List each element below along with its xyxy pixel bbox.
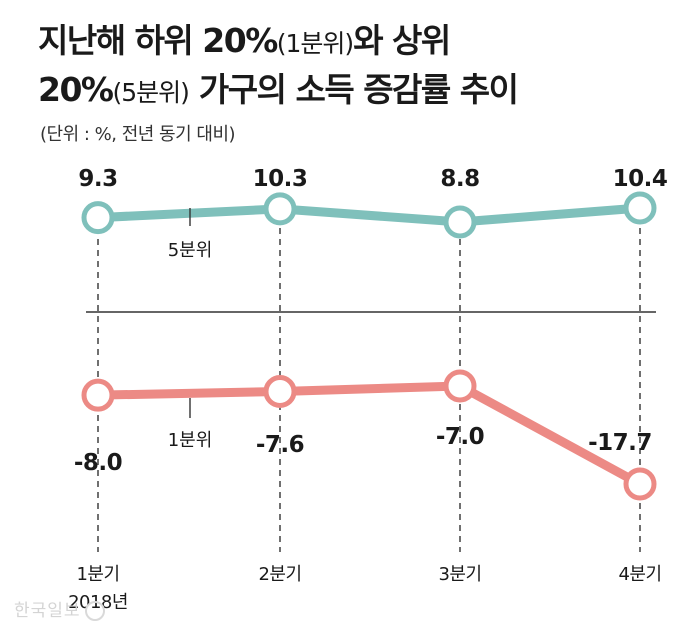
value-label-s1-4: 10.4 — [613, 166, 668, 192]
data-point-s2-2 — [263, 374, 297, 408]
series-line-2 — [93, 381, 645, 489]
series-label-2: 1분위 — [168, 430, 213, 451]
unit-note: (단위 : %, 전년 동기 대비) — [40, 124, 236, 145]
title-line2-paren: (5분위) — [112, 78, 190, 107]
title-line-1: 지난해 하위 20%(1분위)와 상위 — [38, 18, 517, 67]
data-point-s2-4 — [623, 467, 657, 501]
data-point-s1-2 — [263, 192, 297, 226]
logo-icon — [84, 601, 105, 621]
data-point-s1-4 — [623, 191, 657, 225]
x-tick-label-1: 1분기 — [76, 564, 119, 585]
watermark: 한국일보 — [14, 596, 105, 621]
title-line1-tail: 와 상위 — [353, 21, 451, 60]
value-label-s1-3: 8.8 — [440, 166, 479, 192]
x-tick-label-2: 2분기 — [258, 564, 301, 585]
title-line2-tail: 가구의 소득 증감률 추이 — [188, 70, 519, 109]
x-tick-label-3: 3분기 — [438, 564, 481, 585]
value-label-s1-2: 10.3 — [253, 166, 308, 192]
title-line2-main: 20% — [38, 70, 114, 109]
series-label-1: 5분위 — [168, 240, 213, 261]
series-line-1 — [93, 203, 645, 227]
value-label-s2-4: -17.7 — [588, 430, 652, 456]
data-point-s2-3 — [443, 369, 477, 403]
value-label-s2-3: -7.0 — [436, 424, 484, 450]
chart-title: 지난해 하위 20%(1분위)와 상위 20%(5분위) 가구의 소득 증감률 … — [38, 18, 519, 116]
value-label-s1-1: 9.3 — [78, 166, 117, 192]
title-line1-paren: (1분위) — [276, 29, 354, 58]
value-label-s2-1: -8.0 — [74, 450, 122, 476]
x-tick-label-4: 4분기 — [618, 564, 661, 585]
data-point-s2-1 — [81, 378, 115, 412]
title-line-2: 20%(5분위) 가구의 소득 증감률 추이 — [38, 67, 519, 116]
value-label-s2-2: -7.6 — [256, 432, 304, 458]
watermark-text: 한국일보 — [14, 601, 81, 621]
data-point-s1-3 — [443, 205, 477, 239]
data-point-s1-1 — [81, 201, 115, 235]
title-line1-main: 지난해 하위 20% — [38, 21, 278, 60]
